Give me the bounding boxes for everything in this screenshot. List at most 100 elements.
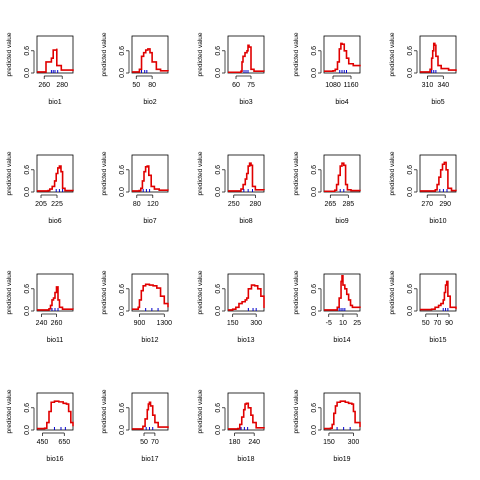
y-tick-label: 0.6 [24,165,31,175]
panel-bio6: 205 225 0.0 0.6 predicted value bio6 [6,151,74,225]
panel-bio5: 310 340 0.0 0.6 predicted value bio5 [389,32,457,106]
response-line-bio10 [420,161,457,192]
response-line-bio1 [37,48,74,73]
y-tick-label: 0.0 [119,187,126,197]
y-tick-label: 0.0 [311,425,318,435]
x-tick-label: 150 [227,320,239,327]
x-tick-label: 50 [140,439,148,446]
y-tick-label: 0.0 [24,306,31,316]
y-axis-title: predicted value [293,32,300,76]
response-line-bio14 [324,275,361,311]
y-axis-title: predicted value [389,270,396,314]
y-axis-title: predicted value [101,32,108,76]
x-tick-label: -5 [326,320,332,327]
y-tick-label: 0.0 [24,187,31,197]
plot-frame [419,273,457,312]
panel-bio4: 1080 1160 0.0 0.6 predicted value bio4 [293,32,361,106]
panel-bio2: 50 80 0.0 0.6 predicted value bio2 [101,32,169,106]
response-line-bio13 [228,284,265,311]
y-tick-label: 0.6 [311,165,318,175]
x-axis-title: bio11 [47,337,64,344]
response-line-bio7 [132,165,169,192]
plot-frame [131,154,169,193]
x-tick-label: 1300 [156,320,172,327]
response-line-bio11 [37,286,74,311]
y-axis-title: predicted value [389,32,396,76]
x-tick-label: 25 [353,320,361,327]
x-tick-label: 60 [232,82,240,89]
y-axis-title: predicted value [389,151,396,195]
y-axis-title: predicted value [101,151,108,195]
x-tick-label: 225 [51,201,63,208]
panel-bio3: 60 75 0.0 0.6 predicted value bio3 [197,32,265,106]
x-tick-label: 50 [422,320,430,327]
panel-bio19: 150 300 0.0 0.6 predicted value bio19 [293,389,361,463]
y-tick-label: 0.6 [407,284,414,294]
plot-frame [323,154,361,193]
response-line-bio15 [420,280,457,311]
x-tick-label: 280 [56,82,68,89]
response-line-bio8 [228,162,265,192]
panel-bio13: 150 300 0.0 0.6 predicted value bio13 [197,270,265,344]
x-tick-label: 70 [151,439,159,446]
y-tick-label: 0.6 [119,46,126,56]
response-line-bio12 [132,283,169,310]
y-tick-label: 0.0 [311,187,318,197]
y-tick-label: 0.0 [407,306,414,316]
x-axis-title: bio18 [237,456,254,463]
y-tick-label: 0.0 [215,306,222,316]
plot-frame [419,154,457,193]
plot-frame [36,154,74,193]
response-line-bio16 [37,400,74,430]
x-tick-label: 280 [250,201,262,208]
x-tick-label: 260 [38,82,50,89]
response-line-bio4 [324,42,361,72]
x-tick-label: 205 [35,201,47,208]
panel-bio15: 50 70 90 0.0 0.6 predicted value bio15 [389,270,457,344]
y-tick-label: 0.6 [24,46,31,56]
x-tick-label: 180 [229,439,241,446]
plot-frame [323,273,361,312]
x-axis-title: bio13 [237,337,254,344]
x-axis-title: bio8 [239,218,252,225]
response-line-bio17 [132,401,169,430]
x-axis-title: bio10 [429,218,446,225]
response-line-bio9 [324,162,361,193]
panel-bio16: 450 650 0.0 0.6 predicted value bio16 [6,389,74,463]
x-tick-label: 10 [339,320,347,327]
x-axis-title: bio14 [333,337,350,344]
panel-bio1: 260 280 0.0 0.6 predicted value bio1 [6,32,74,106]
y-tick-label: 0.0 [215,425,222,435]
plot-frame [36,392,74,431]
x-tick-label: 250 [228,201,240,208]
x-axis-title: bio1 [48,99,61,106]
y-axis-title: predicted value [6,32,13,76]
plot-frame [36,35,74,74]
x-axis-title: bio3 [239,99,252,106]
x-axis-title: bio5 [431,99,444,106]
x-tick-label: 260 [51,320,63,327]
x-tick-label: 1080 [325,82,341,89]
x-tick-label: 290 [439,201,451,208]
y-tick-label: 0.6 [119,165,126,175]
panel-bio8: 250 280 0.0 0.6 predicted value bio8 [197,151,265,225]
y-tick-label: 0.6 [119,403,126,413]
y-tick-label: 0.6 [24,284,31,294]
x-axis-title: bio19 [333,456,350,463]
panel-bio18: 180 240 0.0 0.6 predicted value bio18 [197,389,265,463]
y-tick-label: 0.0 [407,68,414,78]
x-tick-label: 80 [148,82,156,89]
y-axis-title: predicted value [6,270,13,314]
y-axis-title: predicted value [293,389,300,433]
x-tick-label: 310 [422,82,434,89]
response-line-bio18 [228,402,265,430]
y-tick-label: 0.6 [407,165,414,175]
panel-bio12: 900 1300 0.0 0.6 predicted value bio12 [101,270,172,344]
y-tick-label: 0.6 [407,46,414,56]
y-tick-label: 0.6 [215,403,222,413]
x-tick-label: 1160 [343,82,358,89]
y-tick-label: 0.6 [24,403,31,413]
y-axis-title: predicted value [197,32,204,76]
y-axis-title: predicted value [197,270,204,314]
